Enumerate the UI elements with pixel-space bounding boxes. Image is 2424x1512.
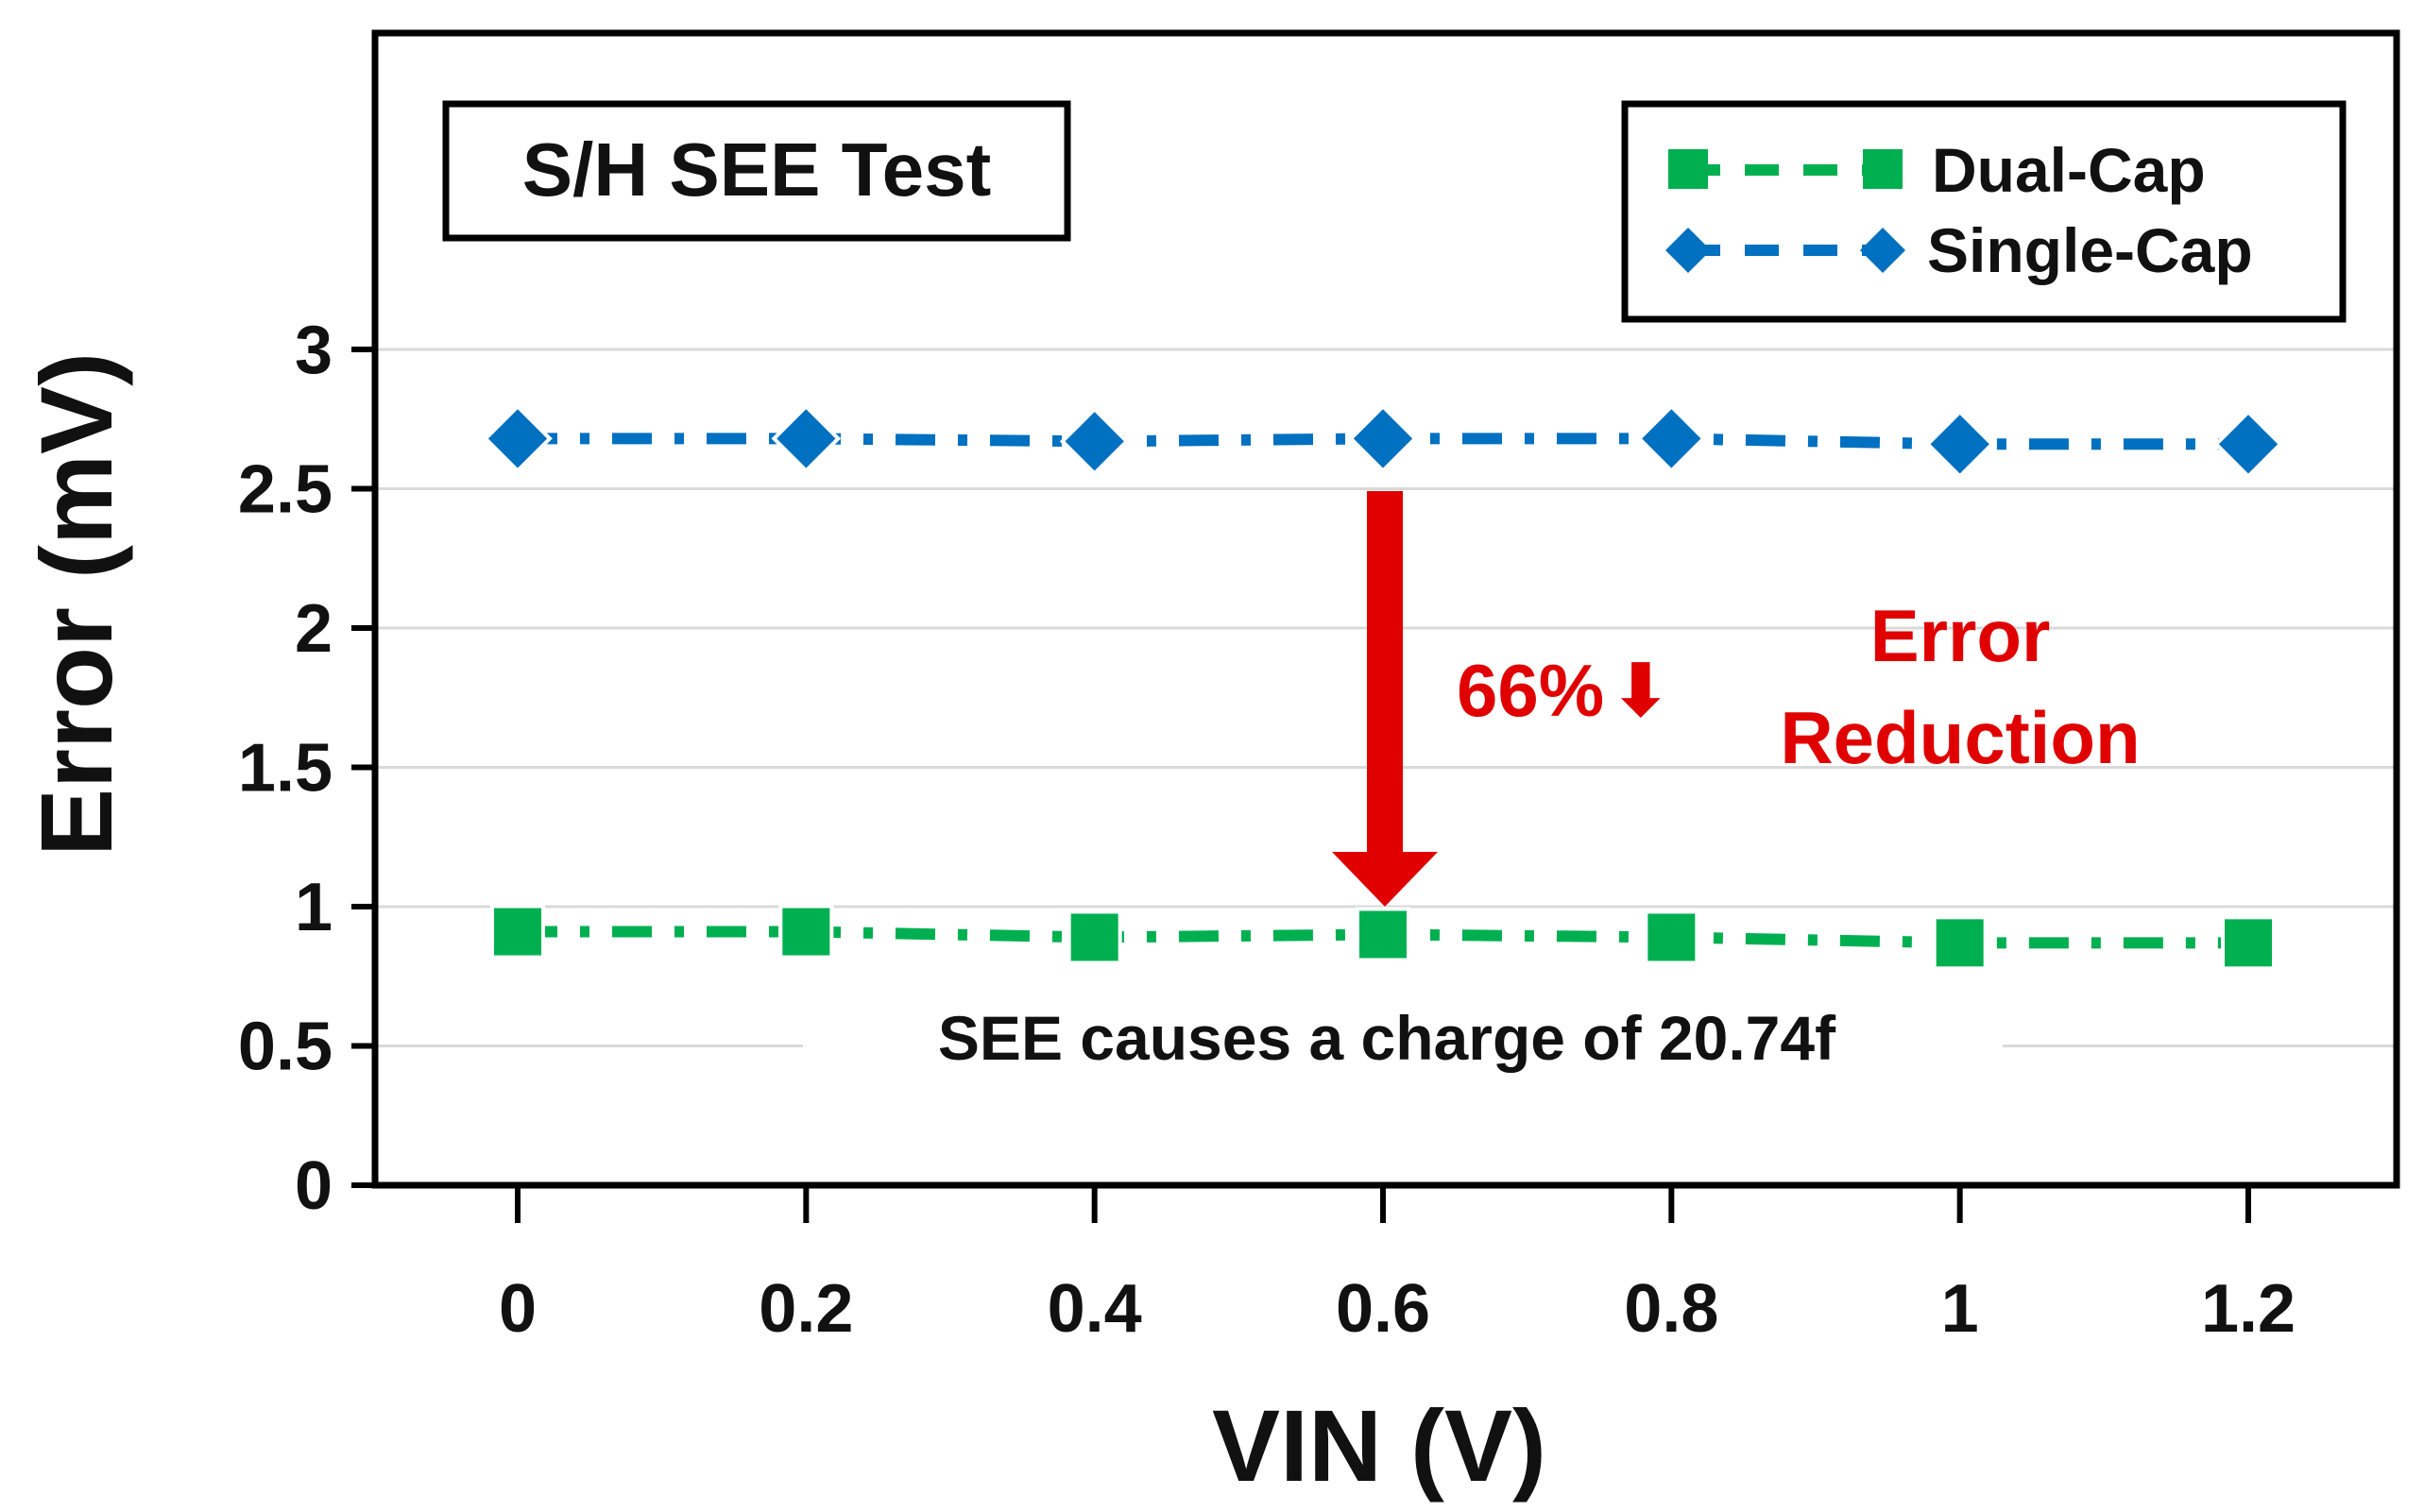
legend: Dual-Cap Single-Cap [1621, 100, 2347, 323]
reduction-arrow-shaft [1367, 491, 1403, 859]
legend-marker-single-cap-2 [1860, 228, 1905, 273]
point-dual-cap-1.2 [2221, 915, 2276, 971]
y-axis-title: Error (mV) [19, 352, 133, 857]
x-tick-label-0.4: 0.4 [1048, 1271, 1142, 1347]
reduction-label-line1: Error [1870, 594, 2051, 677]
legend-frame [1621, 100, 2347, 323]
x-tick-label-0.8: 0.8 [1624, 1271, 1718, 1347]
legend-label-dual-cap: Dual-Cap [1932, 135, 2206, 205]
point-single-cap-1.2 [2213, 409, 2283, 480]
x-tick-label-0.6: 0.6 [1336, 1271, 1430, 1347]
point-dual-cap-0.8 [1644, 909, 1699, 965]
legend-marker-dual-cap [1668, 149, 1708, 189]
y-tick-label-0.5: 0.5 [238, 1010, 333, 1085]
point-single-cap-0.6 [1348, 403, 1418, 474]
series-layer [483, 403, 2283, 971]
title-box-frame [442, 100, 1071, 242]
y-tick-label-0: 0 [295, 1148, 333, 1224]
charge-note-background [803, 992, 2003, 1086]
point-dual-cap-0.2 [778, 904, 834, 960]
reduction-arrow-head [1332, 852, 1438, 907]
y-tick-label-2.5: 2.5 [238, 452, 333, 528]
chart-title: S/H SEE Test [522, 127, 991, 212]
charge-note-text: SEE causes a charge of 20.74f [938, 1003, 1836, 1073]
point-dual-cap-0.4 [1067, 909, 1122, 965]
point-single-cap-1 [1924, 409, 1995, 480]
reduction-label-line2: Reduction [1780, 696, 2140, 779]
reduction-down-arrow-icon: ⬇ [1610, 649, 1671, 732]
point-dual-cap-0.6 [1356, 907, 1410, 962]
y-tick-label-2: 2 [295, 591, 333, 667]
x-tick-label-1: 1 [1941, 1271, 1979, 1347]
legend-marker-single-cap [1665, 228, 1711, 273]
reduction-arrow [1332, 491, 1438, 907]
point-single-cap-0.4 [1059, 406, 1130, 477]
x-axis-ticks: 0 0.2 0.4 0.6 0.8 1 1.2 [499, 1185, 2296, 1347]
charge-note: SEE causes a charge of 20.74f [803, 992, 2003, 1086]
point-dual-cap-0 [490, 904, 545, 960]
reduction-percent: 66%⬇ [1457, 649, 1671, 732]
legend-label-single-cap: Single-Cap [1927, 215, 2253, 285]
x-axis-title: VIN (V) [1212, 1388, 1546, 1503]
x-tick-label-0: 0 [499, 1271, 537, 1347]
point-single-cap-0 [483, 403, 553, 474]
title-box: S/H SEE Test [442, 100, 1071, 242]
point-dual-cap-1 [1932, 915, 1988, 971]
x-tick-label-0.2: 0.2 [759, 1271, 853, 1347]
x-tick-label-1.2: 1.2 [2201, 1271, 2296, 1347]
legend-marker-dual-cap-2 [1863, 149, 1903, 189]
y-axis-ticks: 0 0.5 1 1.5 2 2.5 3 [238, 313, 375, 1224]
reduction-percent-value: 66% [1457, 649, 1604, 732]
point-single-cap-0.2 [771, 403, 842, 474]
y-tick-label-1: 1 [295, 870, 333, 945]
point-single-cap-0.8 [1636, 403, 1707, 474]
y-tick-label-1.5: 1.5 [238, 731, 333, 807]
y-tick-label-3: 3 [295, 313, 333, 388]
